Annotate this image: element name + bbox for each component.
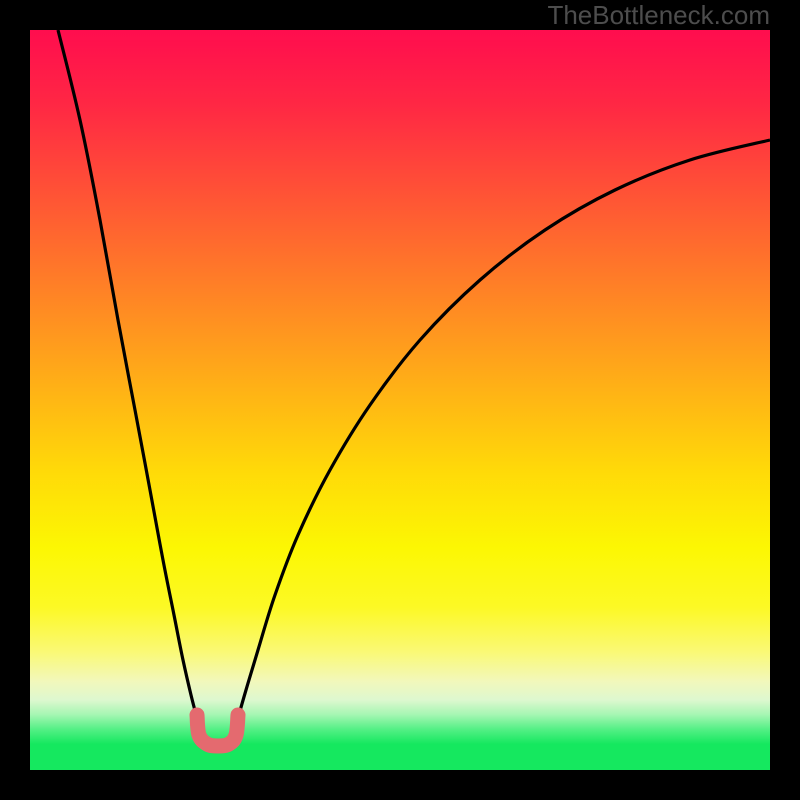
bottleneck-chart: TheBottleneck.com [0,0,800,800]
watermark-text: TheBottleneck.com [547,0,770,31]
plot-border-bottom [0,770,800,800]
plot-border-left [0,0,30,800]
plot-border-right [770,0,800,800]
plot-background-gradient [30,30,770,770]
